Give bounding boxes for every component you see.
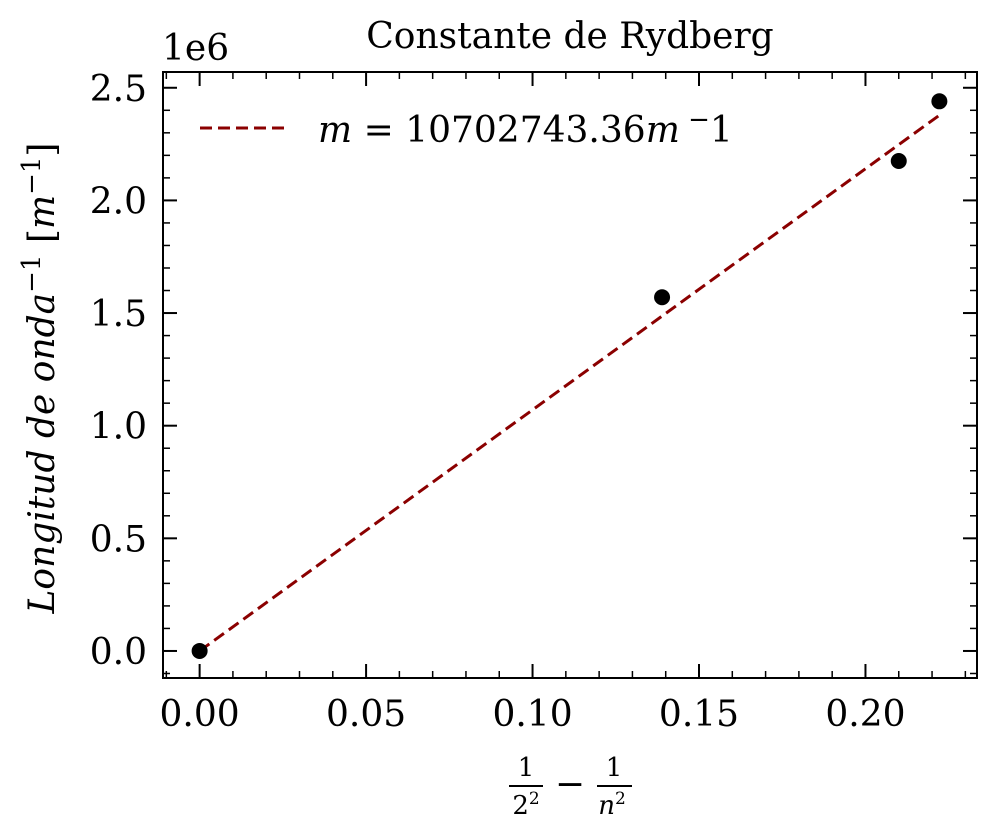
data-point — [931, 93, 948, 110]
y-axis-ticks: 0.0 0.5 1.0 1.5 2.0 2.5 — [90, 69, 977, 675]
svg-text:−: − — [555, 764, 585, 805]
svg-text:1: 1 — [606, 753, 623, 783]
data-point — [191, 642, 208, 659]
x-tick-label: 0.20 — [825, 694, 905, 735]
data-point — [654, 289, 671, 306]
data-point — [890, 152, 907, 169]
y-tick-label: 1.0 — [90, 407, 147, 448]
legend: m = 10702743.36m −1 — [200, 105, 733, 151]
plot-frame — [162, 71, 978, 679]
svg-text:22: 22 — [512, 789, 539, 821]
y-tick-label: 1.5 — [90, 294, 147, 335]
y-tick-label: 0.0 — [90, 632, 147, 673]
y-tick-label: 2.5 — [90, 69, 147, 110]
x-axis-label: 1 22 − 1 n2 — [509, 753, 632, 821]
svg-text:1: 1 — [518, 753, 535, 783]
y-axis-label: Longitud de onda−1 [m−1] — [17, 143, 63, 615]
legend-label: m = 10702743.36m −1 — [318, 105, 733, 151]
x-tick-label: 0.15 — [659, 694, 739, 735]
y-tick-label: 0.5 — [90, 519, 147, 560]
data-points — [191, 93, 948, 659]
x-tick-label: 0.00 — [160, 694, 240, 735]
chart-title: Constante de Rydberg — [366, 16, 773, 57]
x-tick-label: 0.10 — [492, 694, 572, 735]
x-tick-label: 0.05 — [326, 694, 406, 735]
y-tick-label: 2.0 — [90, 181, 147, 222]
fit-line — [198, 114, 941, 653]
x-axis-ticks: 0.00 0.05 0.10 0.15 0.20 — [160, 72, 967, 735]
svg-text:n2: n2 — [598, 789, 626, 821]
y-offset-label: 1e6 — [162, 28, 229, 69]
